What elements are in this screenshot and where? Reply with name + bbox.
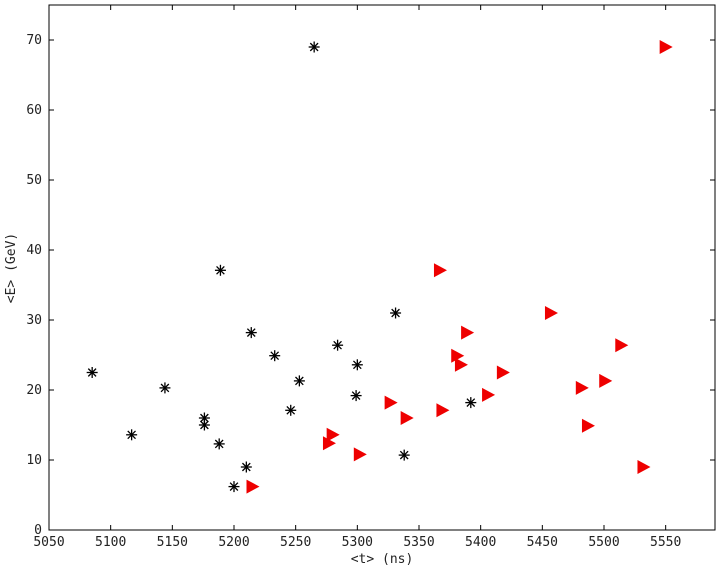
triangle-marker (384, 395, 398, 410)
x-tick-label: 5400 (465, 535, 496, 550)
x-tick-label: 5200 (218, 535, 249, 550)
asterisk-marker (332, 339, 344, 351)
asterisk-marker (213, 438, 225, 450)
y-tick-label: 50 (26, 173, 42, 188)
asterisk-marker (159, 382, 171, 394)
triangle-marker (575, 380, 589, 395)
asterisk-marker (269, 350, 281, 362)
asterisk-marker (390, 307, 402, 319)
y-axis-label: <E> (GeV) (4, 233, 19, 303)
triangle-marker (454, 357, 468, 372)
triangle-marker (433, 263, 447, 278)
triangle-marker (451, 348, 465, 363)
y-tick-label: 20 (26, 383, 42, 398)
plot-area (48, 4, 716, 531)
triangle-marker (615, 338, 629, 353)
x-tick-label: 5250 (280, 535, 311, 550)
asterisk-marker (126, 429, 138, 441)
y-tick-label: 40 (26, 243, 42, 258)
triangle-marker (659, 40, 673, 54)
asterisk-marker (198, 419, 210, 431)
x-tick-label: 5350 (403, 535, 434, 550)
y-tick-label: 10 (26, 453, 42, 468)
triangle-marker (246, 479, 260, 494)
asterisk-marker (285, 404, 297, 416)
asterisk-marker (228, 481, 240, 493)
y-tick-label: 60 (26, 103, 42, 118)
asterisk-marker (398, 449, 410, 461)
x-tick-label: 5450 (527, 535, 558, 550)
data-points (86, 40, 673, 494)
triangle-marker (637, 460, 651, 474)
y-tick-label: 70 (26, 33, 42, 48)
asterisk-marker (350, 390, 362, 402)
triangle-marker (599, 373, 613, 388)
x-tick-label: 5150 (157, 535, 188, 550)
triangle-marker (400, 411, 414, 425)
y-tick-label: 30 (26, 313, 42, 328)
x-axis-ticks: 5050 5100 5150 5200 5250 5300 5350 5400 5450 5500… (33, 5, 681, 550)
triangle-marker (461, 325, 475, 340)
y-tick-label: 0 (34, 523, 42, 538)
triangle-marker (326, 427, 340, 442)
asterisk-marker (214, 264, 226, 276)
triangle-marker (482, 387, 496, 402)
y-axis-ticks: 0 10 20 30 40 50 60 70 (26, 33, 715, 538)
asterisk-marker (245, 327, 257, 339)
triangle-marker (544, 306, 558, 320)
asterisk-marker (293, 375, 305, 387)
x-tick-label: 5300 (342, 535, 373, 550)
asterisk-marker (465, 397, 477, 409)
x-tick-label: 5050 (33, 535, 64, 550)
asterisk-marker (86, 367, 98, 378)
triangle-marker (353, 447, 367, 462)
x-axis-label: <t> (ns) (351, 552, 414, 567)
triangle-marker (322, 436, 336, 451)
x-tick-label: 5550 (650, 535, 681, 550)
triangle-marker (436, 403, 450, 418)
x-tick-label: 5100 (95, 535, 126, 550)
asterisk-marker (308, 41, 320, 53)
triangle-marker (496, 365, 510, 380)
asterisk-marker (240, 461, 252, 473)
asterisk-marker (351, 359, 363, 371)
triangle-marker (581, 418, 595, 433)
x-tick-label: 5500 (588, 535, 619, 550)
